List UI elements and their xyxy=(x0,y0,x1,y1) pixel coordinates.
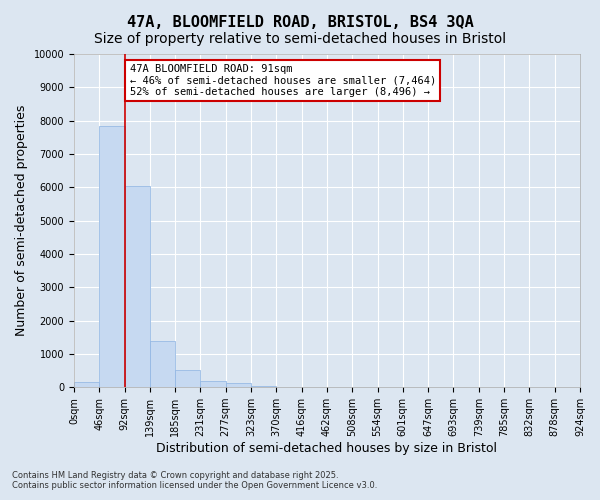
Bar xyxy=(125,186,150,387)
Bar xyxy=(251,386,277,387)
Bar xyxy=(74,382,99,387)
Text: Size of property relative to semi-detached houses in Bristol: Size of property relative to semi-detach… xyxy=(94,32,506,46)
Bar xyxy=(99,126,125,387)
Bar xyxy=(150,341,175,387)
X-axis label: Distribution of semi-detached houses by size in Bristol: Distribution of semi-detached houses by … xyxy=(157,442,497,455)
Text: 47A, BLOOMFIELD ROAD, BRISTOL, BS4 3QA: 47A, BLOOMFIELD ROAD, BRISTOL, BS4 3QA xyxy=(127,15,473,30)
Bar xyxy=(175,370,200,387)
Text: Contains HM Land Registry data © Crown copyright and database right 2025.
Contai: Contains HM Land Registry data © Crown c… xyxy=(12,470,377,490)
Bar xyxy=(226,383,251,387)
Y-axis label: Number of semi-detached properties: Number of semi-detached properties xyxy=(15,105,28,336)
Text: 47A BLOOMFIELD ROAD: 91sqm
← 46% of semi-detached houses are smaller (7,464)
52%: 47A BLOOMFIELD ROAD: 91sqm ← 46% of semi… xyxy=(130,64,436,97)
Bar xyxy=(200,380,226,387)
